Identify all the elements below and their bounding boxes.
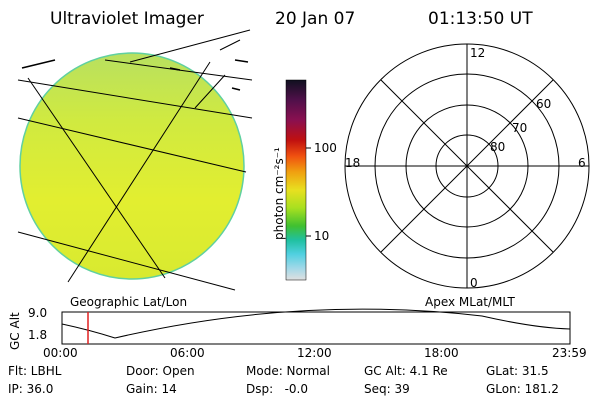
seq-info: Seq: 39 [364, 382, 410, 396]
dsp-info: Dsp: -0.0 [246, 382, 309, 396]
glat-info: GLat: 31.5 [486, 364, 549, 378]
altitude-xtick: 23:59 [552, 346, 587, 360]
altitude-xtick: 00:00 [43, 346, 78, 360]
altitude-xtick: 18:00 [424, 346, 459, 360]
altitude-plot [61, 308, 571, 345]
mode-info: Mode: Normal [246, 364, 330, 378]
earth-disk-image [19, 52, 245, 280]
colorbar-tick-label: 100 [314, 141, 337, 155]
app-title: Ultraviolet Imager [50, 9, 204, 29]
altitude-ytick: 1.8 [28, 328, 48, 342]
colorbar-unit-label: photon cm⁻²s⁻¹ [272, 147, 286, 240]
colorbar [285, 79, 307, 281]
door-info: Door: Open [126, 364, 195, 378]
mlt-label-top: 12 [470, 46, 486, 60]
gain-info: Gain: 14 [126, 382, 177, 396]
gc-alt-info: GC Alt: 4.1 Re [364, 364, 448, 378]
altitude-xtick: 12:00 [297, 346, 332, 360]
ip-info: IP: 36.0 [8, 382, 54, 396]
polar-grid [344, 43, 590, 289]
mlt-label-left: 18 [345, 156, 361, 170]
mlat-label: 70 [512, 121, 528, 135]
time-label: 01:13:50 UT [428, 9, 533, 29]
colorbar-tick-label: 10 [314, 229, 330, 243]
filter-info: Flt: LBHL [8, 364, 62, 378]
right-panel-caption: Apex MLat/MLT [425, 295, 515, 309]
mlt-label-bottom: 0 [470, 276, 478, 290]
glon-info: GLon: 181.2 [486, 382, 559, 396]
coastline-marks [21, 59, 249, 91]
left-panel-caption: Geographic Lat/Lon [70, 295, 188, 309]
mlat-label: 80 [490, 140, 506, 154]
altitude-xtick: 06:00 [170, 346, 205, 360]
date-label: 20 Jan 07 [275, 9, 356, 29]
mlat-label: 60 [536, 97, 552, 111]
altitude-ylabel: GC Alt [8, 312, 22, 350]
altitude-ytick: 9.0 [28, 306, 48, 320]
mlt-label-right: 6 [578, 156, 586, 170]
